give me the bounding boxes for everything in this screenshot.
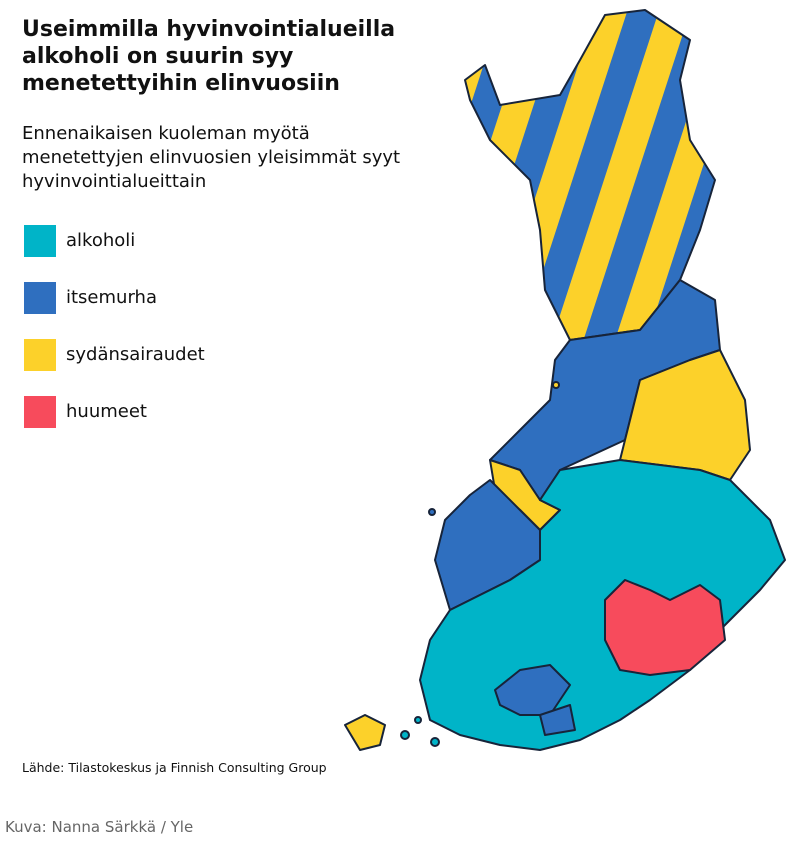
- legend-label: alkoholi: [66, 230, 136, 251]
- region-kainuu: [619, 349, 751, 481]
- region-south-savo: [604, 579, 726, 676]
- island: [430, 737, 440, 747]
- region-kanta-hame: [494, 664, 571, 716]
- legend-label: itsemurha: [66, 287, 157, 308]
- island: [552, 381, 560, 389]
- title: Useimmilla hyvinvointialueilla alkoholi …: [22, 17, 396, 96]
- island: [414, 716, 422, 724]
- region-aland: [344, 714, 386, 751]
- source: Lähde: Tilastokeskus ja Finnish Consulti…: [22, 760, 327, 775]
- legend-swatch: [24, 396, 56, 428]
- subtitle: Ennenaikaisen kuoleman myötä menetettyje…: [22, 123, 401, 192]
- legend-label: sydänsairaudet: [66, 344, 205, 365]
- legend-label: huumeet: [66, 401, 147, 422]
- region-north-ostrobothnia: [489, 279, 721, 501]
- credit: Kuva: Nanna Särkkä / Yle: [5, 818, 194, 836]
- region-lapland: [464, 9, 716, 341]
- legend-swatch: [24, 225, 56, 257]
- island: [428, 508, 436, 516]
- map: [344, 9, 786, 751]
- island: [400, 730, 410, 740]
- region-small-blue: [539, 704, 576, 736]
- legend-swatch: [24, 339, 56, 371]
- legend-swatch: [24, 282, 56, 314]
